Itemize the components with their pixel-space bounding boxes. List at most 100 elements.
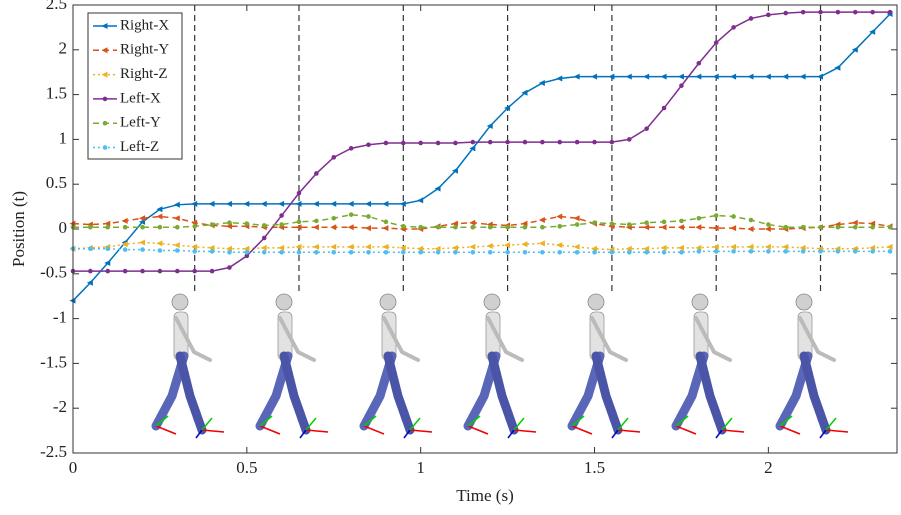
marker — [175, 224, 180, 230]
marker — [105, 224, 111, 230]
marker — [156, 206, 163, 213]
marker — [88, 246, 93, 252]
marker — [608, 73, 615, 80]
marker — [696, 215, 702, 221]
marker — [295, 243, 302, 250]
marker — [470, 224, 476, 230]
marker — [730, 73, 737, 80]
marker — [209, 249, 215, 254]
marker — [312, 200, 319, 207]
marker — [782, 73, 789, 80]
marker — [748, 16, 754, 21]
marker — [244, 221, 250, 226]
marker — [835, 9, 841, 15]
marker — [817, 73, 824, 80]
marker — [783, 224, 789, 230]
marker — [800, 249, 806, 254]
marker — [470, 249, 476, 255]
marker — [696, 249, 702, 254]
marker — [173, 242, 180, 249]
marker — [157, 248, 163, 253]
marker — [366, 249, 371, 255]
x-tick-label: 0.5 — [236, 458, 257, 477]
marker — [400, 249, 406, 255]
legend-marker — [102, 120, 108, 126]
marker — [104, 220, 111, 227]
marker — [451, 244, 458, 251]
y-tick-label: 0 — [59, 218, 68, 237]
marker — [661, 105, 667, 111]
marker — [505, 249, 510, 255]
marker — [314, 171, 319, 176]
y-tick-label: 2.5 — [46, 0, 67, 13]
marker — [626, 249, 632, 255]
marker — [505, 139, 510, 145]
marker — [557, 224, 563, 229]
marker — [660, 73, 667, 80]
marker — [557, 139, 563, 145]
marker — [347, 243, 354, 250]
marker — [870, 9, 875, 15]
marker — [538, 79, 545, 86]
marker — [261, 235, 267, 241]
marker — [382, 225, 389, 232]
y-tick-label: 1 — [59, 128, 68, 147]
marker — [330, 224, 337, 231]
marker — [469, 243, 476, 250]
legend-label: Left-Z — [120, 139, 159, 155]
marker — [573, 73, 580, 80]
marker — [695, 244, 702, 251]
skeleton-figure — [676, 294, 744, 438]
marker — [592, 249, 597, 255]
marker — [244, 253, 250, 259]
marker — [712, 73, 719, 80]
marker — [192, 268, 197, 274]
marker — [661, 219, 667, 225]
marker — [278, 200, 285, 207]
marker — [469, 145, 476, 152]
marker — [540, 224, 545, 230]
marker — [644, 220, 649, 226]
marker — [469, 219, 476, 226]
marker — [192, 224, 197, 229]
marker — [660, 244, 667, 251]
x-tick-label: 2 — [764, 458, 773, 477]
marker — [296, 219, 302, 225]
marker — [834, 64, 841, 71]
legend-label: Left-X — [120, 90, 161, 106]
series — [69, 10, 893, 304]
y-tick-label: -2 — [53, 397, 67, 416]
marker — [818, 224, 823, 230]
marker — [140, 247, 145, 252]
marker — [712, 243, 719, 250]
marker — [105, 246, 111, 252]
marker — [279, 213, 284, 218]
marker — [887, 249, 893, 254]
marker — [887, 224, 893, 230]
marker — [851, 219, 858, 226]
marker — [644, 249, 649, 255]
marker — [453, 224, 458, 230]
legend-box — [87, 12, 183, 160]
marker — [192, 249, 197, 254]
marker — [592, 220, 597, 226]
marker — [88, 268, 93, 274]
marker — [540, 139, 545, 145]
marker — [799, 244, 806, 251]
marker — [505, 224, 510, 230]
marker — [679, 218, 684, 224]
marker — [818, 9, 823, 15]
marker — [677, 73, 684, 80]
marker — [347, 200, 354, 207]
marker — [504, 105, 511, 112]
marker — [418, 140, 423, 146]
marker — [383, 140, 389, 146]
skeleton-figure — [780, 294, 848, 438]
marker — [244, 249, 250, 255]
marker — [260, 200, 267, 207]
marker — [677, 224, 684, 231]
legend-marker — [101, 71, 108, 78]
marker — [764, 73, 771, 80]
marker — [400, 224, 406, 229]
marker — [521, 220, 528, 227]
